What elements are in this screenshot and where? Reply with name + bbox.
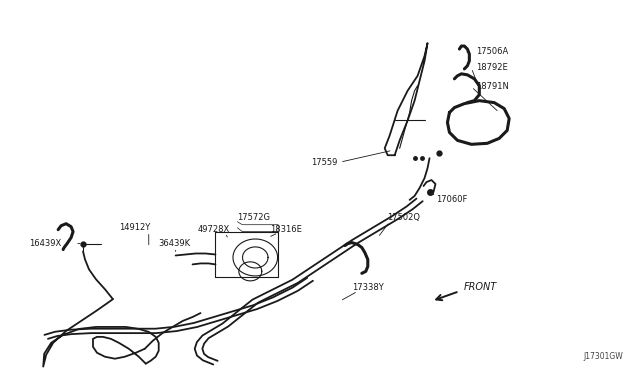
Text: J17301GW: J17301GW: [583, 352, 623, 361]
Text: 18316E: 18316E: [270, 225, 302, 234]
Text: 16439X: 16439X: [29, 239, 61, 248]
Text: 17572G: 17572G: [237, 213, 270, 222]
Text: 14912Y: 14912Y: [119, 223, 150, 232]
Text: FRONT: FRONT: [463, 282, 497, 292]
Text: 17559: 17559: [312, 158, 338, 167]
Text: 36439K: 36439K: [159, 239, 191, 248]
Text: 17506A: 17506A: [476, 46, 509, 55]
Text: 18791N: 18791N: [476, 82, 509, 91]
Text: 17060F: 17060F: [436, 195, 468, 204]
Text: 17502Q: 17502Q: [387, 213, 420, 222]
Text: 49728X: 49728X: [198, 225, 230, 234]
Text: 17338Y: 17338Y: [352, 283, 383, 292]
Text: 18792E: 18792E: [476, 63, 508, 73]
